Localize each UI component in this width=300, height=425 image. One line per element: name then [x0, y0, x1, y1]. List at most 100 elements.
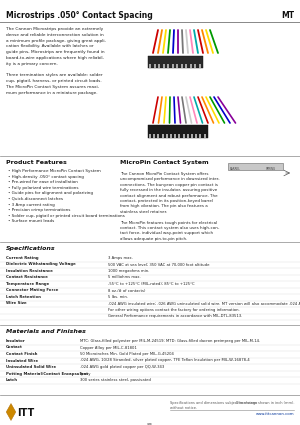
- Text: • 3 Amp current rating: • 3 Amp current rating: [8, 203, 55, 207]
- Text: cation flexibility. Available with latches or: cation flexibility. Available with latch…: [6, 44, 94, 48]
- Text: Specifications: Specifications: [6, 246, 56, 251]
- Text: dense and reliable interconnection solution in: dense and reliable interconnection solut…: [6, 33, 104, 37]
- Text: MTC: Glass-filled polyester per MIL-M-24519; MTD: Glass-filled dacron preimpreg : MTC: Glass-filled polyester per MIL-M-24…: [80, 339, 260, 343]
- Text: from high vibration. The pin also features a: from high vibration. The pin also featur…: [120, 204, 208, 208]
- Text: 50 Microinches Min. Gold Plated per MIL-G-45204: 50 Microinches Min. Gold Plated per MIL-…: [80, 352, 174, 356]
- Bar: [148, 56, 203, 68]
- Text: Contact: Contact: [6, 346, 23, 349]
- Text: For other wiring options contact the factory for ordering information.: For other wiring options contact the fac…: [108, 308, 240, 312]
- Bar: [199, 64, 200, 68]
- Text: BARREL: BARREL: [230, 167, 241, 171]
- Text: • Surface mount leads: • Surface mount leads: [8, 219, 54, 224]
- Text: Dielectric Withstanding Voltage: Dielectric Withstanding Voltage: [6, 263, 76, 266]
- Text: Insulated Wire: Insulated Wire: [6, 359, 38, 363]
- Text: ITT: ITT: [17, 408, 34, 418]
- Bar: [190, 64, 191, 68]
- Text: The Cannon MicroPin Contact System offers: The Cannon MicroPin Contact System offer…: [120, 172, 208, 176]
- Text: The MicroPin features tough points for electrical: The MicroPin features tough points for e…: [120, 221, 217, 224]
- Text: Latch: Latch: [6, 378, 18, 382]
- Text: Uninsulated Solid Wire: Uninsulated Solid Wire: [6, 365, 56, 369]
- Text: 300 series stainless steel, passivated: 300 series stainless steel, passivated: [80, 378, 151, 382]
- Bar: [149, 64, 151, 68]
- Text: tact force, individual way-point support which: tact force, individual way-point support…: [120, 231, 213, 235]
- Text: • Fully polarized wire terminations: • Fully polarized wire terminations: [8, 186, 79, 190]
- Bar: [170, 134, 172, 138]
- Text: 1000 megaohms min.: 1000 megaohms min.: [108, 269, 149, 273]
- Bar: [172, 64, 173, 68]
- Text: SPRING: SPRING: [266, 167, 276, 171]
- Text: Materials and Finishes: Materials and Finishes: [6, 329, 86, 334]
- Text: a minimum profile package, giving great appli-: a minimum profile package, giving great …: [6, 39, 106, 42]
- Text: uncompromised performance in downsized inter-: uncompromised performance in downsized i…: [120, 177, 220, 181]
- Text: .024 AWG insulated wire; .026 AWG uninsulated solid wire. MT version will also a: .024 AWG insulated wire; .026 AWG uninsu…: [108, 301, 300, 306]
- Text: fully recessed in the insulator, assuring positive: fully recessed in the insulator, assurin…: [120, 188, 217, 192]
- Text: MicroPin Contact System: MicroPin Contact System: [120, 160, 208, 165]
- Text: 5 lbs. min.: 5 lbs. min.: [108, 295, 128, 299]
- Text: contact alignment and robust performance. The: contact alignment and robust performance…: [120, 194, 218, 198]
- Bar: [194, 64, 196, 68]
- Text: Product Features: Product Features: [6, 160, 67, 165]
- Bar: [185, 64, 187, 68]
- Bar: [166, 134, 168, 138]
- Bar: [187, 134, 189, 138]
- Bar: [167, 64, 169, 68]
- Text: connections. The bunyeon copper pin contact is: connections. The bunyeon copper pin cont…: [120, 183, 218, 187]
- Text: without notice.: without notice.: [170, 406, 197, 410]
- Bar: [200, 134, 201, 138]
- Bar: [158, 134, 159, 138]
- Text: .024 AWG gold plated copper per QQ-W-343: .024 AWG gold plated copper per QQ-W-343: [80, 365, 164, 369]
- Bar: [174, 134, 176, 138]
- Text: Insulator: Insulator: [6, 339, 26, 343]
- Bar: [191, 134, 193, 138]
- Text: .024 AWG, 10/28 Stranded, silver plated copper, TFE Teflon Insulation per MIL-W-: .024 AWG, 10/28 Stranded, silver plated …: [80, 359, 250, 363]
- Text: 8 oz./# of contacts): 8 oz./# of contacts): [108, 289, 146, 292]
- Text: Three termination styles are available: solder: Three termination styles are available: …: [6, 74, 103, 77]
- Text: • Guide pins for alignment and polarizing: • Guide pins for alignment and polarizin…: [8, 191, 93, 196]
- Text: contact, protected in its position-keyed barrel: contact, protected in its position-keyed…: [120, 199, 213, 203]
- Text: The MicroPin Contact System assures maxi-: The MicroPin Contact System assures maxi…: [6, 85, 99, 89]
- Text: mum performance in a miniature package.: mum performance in a miniature package.: [6, 91, 98, 95]
- Text: Temperature Range: Temperature Range: [6, 282, 49, 286]
- Bar: [153, 134, 155, 138]
- Text: General Performance requirements in accordance with MIL-DTL-83513.: General Performance requirements in acco…: [108, 314, 242, 318]
- Text: MT: MT: [281, 11, 294, 20]
- Text: allows adequate pin-to-pin pitch.: allows adequate pin-to-pin pitch.: [120, 237, 188, 241]
- Bar: [195, 134, 197, 138]
- Text: • High-density .050° contact spacing: • High-density .050° contact spacing: [8, 175, 84, 178]
- Bar: [162, 134, 164, 138]
- Text: • Solder cup, pigtail or printed circuit board terminations: • Solder cup, pigtail or printed circuit…: [8, 214, 125, 218]
- Bar: [178, 134, 180, 138]
- Text: board-to-wire applications where high reliabil-: board-to-wire applications where high re…: [6, 56, 104, 60]
- Text: www.ittcannon.com: www.ittcannon.com: [255, 412, 294, 416]
- Bar: [176, 64, 178, 68]
- Bar: [163, 64, 164, 68]
- Text: contact. This contact system also uses high-con-: contact. This contact system also uses h…: [120, 226, 219, 230]
- Text: • Pre-wired for ease of installation: • Pre-wired for ease of installation: [8, 180, 78, 184]
- Text: Wire Size: Wire Size: [6, 301, 27, 306]
- Text: 3 Amps max.: 3 Amps max.: [108, 256, 133, 260]
- Bar: [204, 134, 206, 138]
- Text: cup, pigtail, harness, or printed circuit loads.: cup, pigtail, harness, or printed circui…: [6, 79, 102, 83]
- Text: Epoxy: Epoxy: [80, 371, 92, 376]
- Bar: [148, 125, 208, 138]
- Text: The Cannon Microstrips provide an extremely: The Cannon Microstrips provide an extrem…: [6, 27, 103, 31]
- Text: 500 VAC at sea level; 350 VAC at 70,000 foot altitude: 500 VAC at sea level; 350 VAC at 70,000 …: [108, 263, 209, 266]
- Text: Insulation Resistance: Insulation Resistance: [6, 269, 53, 273]
- Text: guide pins, Microstrips are frequently found in: guide pins, Microstrips are frequently f…: [6, 50, 105, 54]
- Text: • High Performance MicroPin Contact System: • High Performance MicroPin Contact Syst…: [8, 169, 101, 173]
- Bar: [181, 64, 182, 68]
- Text: -55°C to +125°C (MIL-rated); 85°C to +125°C: -55°C to +125°C (MIL-rated); 85°C to +12…: [108, 282, 195, 286]
- Text: stainless steel retainer.: stainless steel retainer.: [120, 210, 167, 214]
- Text: Microstrips .050° Contact Spacing: Microstrips .050° Contact Spacing: [6, 11, 153, 20]
- Text: • Quick-disconnect latches: • Quick-disconnect latches: [8, 197, 63, 201]
- Text: 5 milliohms max.: 5 milliohms max.: [108, 275, 141, 280]
- Bar: [183, 134, 184, 138]
- Polygon shape: [6, 403, 16, 420]
- Text: Connector Mating Force: Connector Mating Force: [6, 289, 59, 292]
- Text: Potting Material/Contact Encapsulant: Potting Material/Contact Encapsulant: [6, 371, 88, 376]
- Bar: [154, 64, 155, 68]
- Bar: [149, 134, 151, 138]
- Text: Copper Alloy per MIL-C-81801: Copper Alloy per MIL-C-81801: [80, 346, 137, 349]
- Text: Contact Resistance: Contact Resistance: [6, 275, 48, 280]
- Bar: [158, 64, 160, 68]
